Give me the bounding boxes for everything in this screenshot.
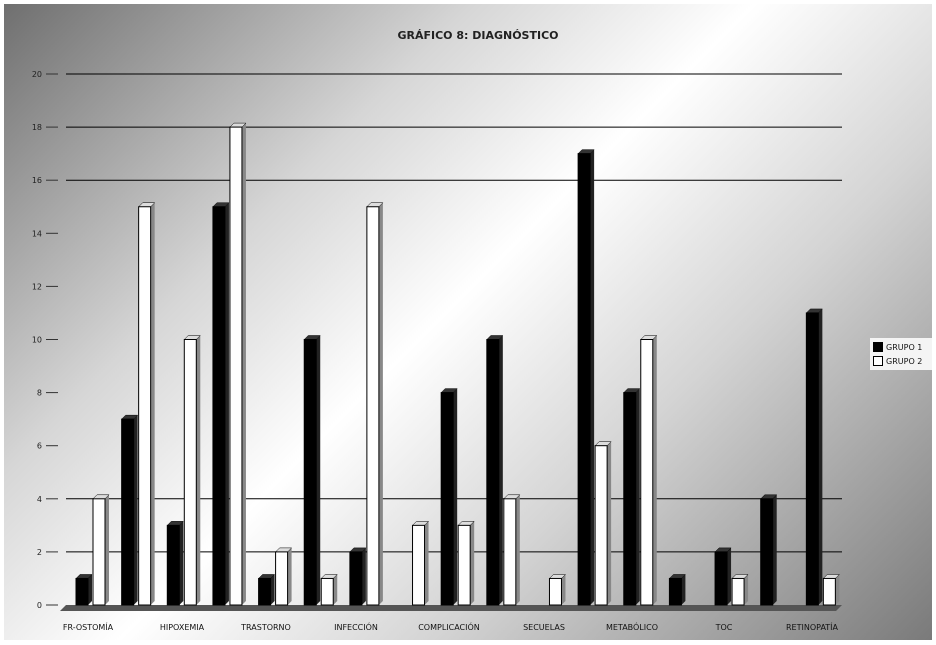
x-tick-label: SECUELAS [523, 623, 565, 632]
y-tick-label: 12 [32, 282, 42, 291]
bar-grupo-2 [320, 574, 338, 606]
bar-grupo-2 [503, 494, 521, 606]
y-tick-label: 14 [32, 229, 42, 238]
bar-grupo-1 [166, 521, 184, 606]
bar-grupo-1 [577, 149, 595, 606]
bars [75, 122, 840, 606]
y-tick-label: 18 [32, 123, 42, 132]
chart-floor [60, 605, 842, 611]
bar-grupo-1 [714, 547, 732, 606]
x-tick-label: RETINOPATÍA [786, 621, 839, 632]
legend: GRUPO 1 GRUPO 2 [870, 338, 932, 370]
bar-grupo-2 [411, 521, 430, 606]
chart-area: GRÁFICO 8: DIAGNÓSTICO 0 2 4 6 8 10 12 14 16 18 20… [4, 4, 932, 640]
y-tick-label: 0 [37, 601, 42, 610]
y-tick-label: 10 [32, 336, 42, 345]
chart-title: GRÁFICO 8: DIAGNÓSTICO [397, 29, 558, 42]
bar-grupo-2 [138, 202, 156, 606]
x-tick-label: HIPOXEMIA [160, 623, 205, 632]
bar-grupo-1 [623, 388, 641, 606]
chart-floor-plane [60, 605, 842, 611]
bar-grupo-1 [121, 414, 139, 606]
bar-chart: GRÁFICO 8: DIAGNÓSTICO 0 2 4 6 8 10 12 14 16 18 20… [32, 29, 842, 632]
bar-grupo-2 [548, 574, 567, 606]
y-tick-label: 4 [37, 495, 42, 504]
y-tick-label: 8 [37, 389, 42, 398]
bar-grupo-2 [274, 547, 293, 606]
bar-grupo-1 [760, 494, 778, 606]
legend-label: GRUPO 1 [886, 342, 923, 352]
bar-grupo-2 [92, 494, 110, 606]
bar-grupo-1 [668, 574, 687, 606]
y-axis: 0 2 4 6 8 10 12 14 16 18 20 [32, 70, 58, 610]
bar-grupo-1 [212, 202, 230, 606]
x-axis: FR-OSTOMÍA HIPOXEMIA TRASTORNO INFECCIÓN COM… [63, 621, 839, 632]
bar-grupo-1 [486, 335, 504, 606]
legend-item-grupo-2: GRUPO 2 [873, 354, 932, 368]
bar-grupo-2 [366, 202, 384, 606]
bar-grupo-1 [805, 308, 823, 606]
y-tick-label: 20 [32, 70, 42, 79]
y-tick-label: 16 [32, 176, 42, 185]
legend-swatch-black [873, 342, 883, 352]
bar-grupo-2 [229, 122, 247, 606]
bar-grupo-2 [822, 574, 840, 606]
x-tick-label: INFECCIÓN [334, 621, 378, 632]
y-tick-label: 6 [37, 442, 42, 451]
bar-grupo-1 [349, 547, 367, 606]
x-tick-label: TOC [715, 623, 733, 632]
x-tick-label: TRASTORNO [240, 623, 291, 632]
bar-grupo-2 [183, 335, 201, 606]
x-tick-label: METABÓLICO [606, 621, 658, 632]
bar-grupo-1 [257, 574, 276, 606]
bar-grupo-2 [731, 574, 749, 606]
y-tick-label: 2 [37, 548, 42, 557]
bar-grupo-1 [440, 388, 458, 606]
bar-grupo-1 [303, 335, 321, 606]
bar-grupo-1 [75, 574, 93, 606]
legend-label: GRUPO 2 [886, 356, 923, 366]
legend-swatch-white [873, 356, 883, 366]
x-tick-label: COMPLICACIÓN [418, 621, 480, 632]
bar-grupo-2 [457, 521, 475, 606]
x-tick-label: FR-OSTOMÍA [63, 621, 114, 632]
bar-grupo-2 [594, 441, 612, 606]
bar-grupo-2 [640, 335, 658, 606]
legend-item-grupo-1: GRUPO 1 [873, 340, 932, 354]
